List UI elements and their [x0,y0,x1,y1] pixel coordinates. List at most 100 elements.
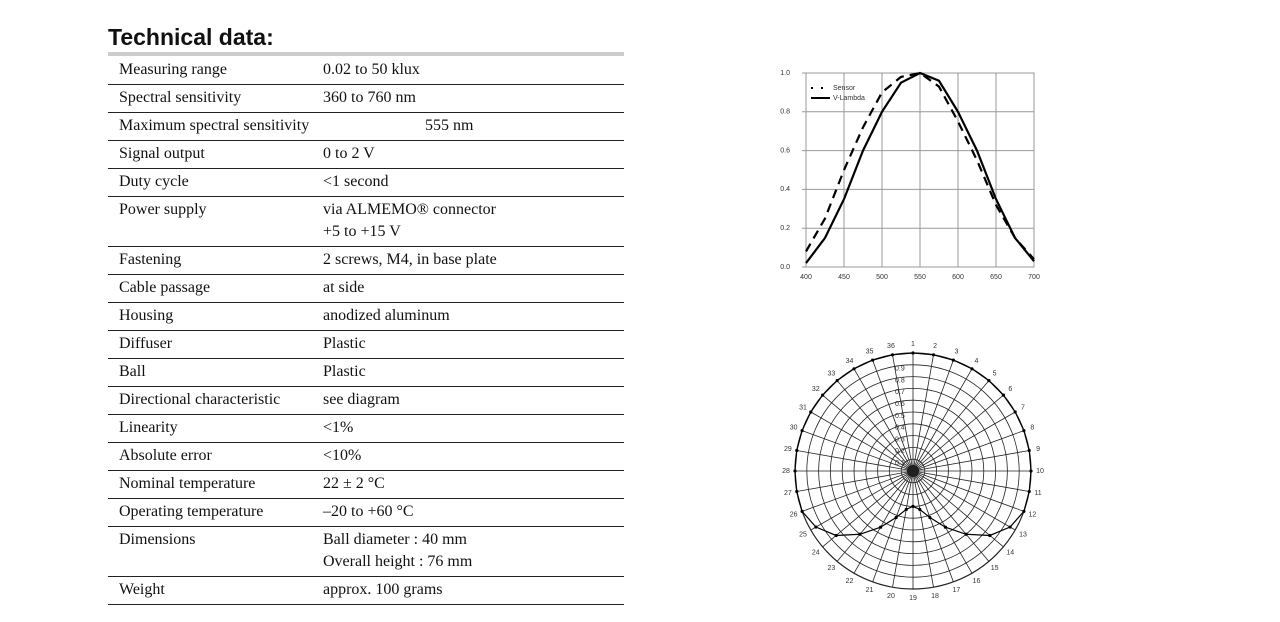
direction-label: 13 [1019,531,1027,538]
data-point [1022,509,1026,513]
data-point [871,358,875,362]
legend-label: Sensor [833,85,856,92]
data-point [1027,489,1031,494]
direction-label: 33 [827,371,835,378]
y-tick-label: 1.0 [780,70,790,77]
value-line: Overall height : 76 mm [323,553,473,570]
spec-table: Measuring range 0.02 to 50 klux Spectral s… [108,57,624,605]
row-label: Signal output [119,145,205,162]
value-line: 0 to 2 V [323,145,375,162]
spoke [912,470,1016,531]
row-value: see diagram [323,389,624,411]
row-label: Directional characteristic [119,391,281,408]
value-line: anodized aluminum [323,307,450,324]
row-value: 360 to 760 nm [323,87,624,109]
direction-label: 3 [954,349,958,356]
direction-label: 2 [933,343,937,350]
spoke [912,359,954,472]
spoke [912,411,1016,472]
row-value: 555 nm [425,115,624,137]
data-point [1001,393,1005,397]
row-value: <10% [323,445,624,467]
spoke [912,470,1025,512]
y-tick-label: 0.2 [780,225,790,232]
row-label: Dimensions [119,531,196,548]
table-row: Duty cycle <1 second [108,169,624,197]
value-line: see diagram [323,391,400,408]
row-label: Measuring range [119,61,227,78]
direction-label: 25 [799,531,807,538]
table-row: Dimensions Ball diameter : 40 mm Overall h… [108,527,624,577]
r-tick-label: 0.5 [895,413,905,420]
spoke [912,470,1030,492]
spoke [872,470,914,583]
x-tick-label: 600 [952,274,964,281]
r-tick-label: 0.8 [895,377,905,384]
direction-label: 29 [784,446,792,453]
spoke [912,470,934,588]
spoke [836,380,914,472]
data-point [852,367,856,371]
row-label: Operating temperature [119,503,264,520]
row-label: Weight [119,581,165,598]
spoke [810,470,914,531]
data-point [970,367,974,371]
direction-label: 36 [887,343,895,350]
data-point [943,525,948,529]
table-row: Power supply via ALMEMO® connector +5 to +… [108,197,624,247]
direction-label: 1 [911,341,915,348]
direction-label: 21 [866,587,874,594]
spoke [912,368,973,472]
data-point [931,353,936,357]
x-tick-label: 500 [876,274,888,281]
row-label: Diffuser [119,335,173,352]
y-tick-label: 0.8 [780,109,790,116]
direction-label: 8 [1030,424,1034,431]
row-value: <1 second [323,171,624,193]
r-tick-label: 0.3 [895,436,905,443]
direction-label: 6 [1008,386,1012,393]
spoke [912,354,934,472]
data-point [878,525,883,529]
spoke [853,368,914,472]
row-label: Nominal temperature [119,475,256,492]
row-label: Spectral sensitivity [119,89,242,106]
row-value: via ALMEMO® connector +5 to +15 V [323,199,624,243]
spoke [853,470,914,574]
y-tick-label: 0.4 [780,186,790,193]
spoke [912,430,1025,472]
value-line: via ALMEMO® connector [323,201,497,218]
data-point [835,379,839,383]
value-line: –20 to +60 °C [323,503,414,520]
direction-label: 16 [973,578,981,585]
data-point [834,533,838,538]
direction-label: 19 [909,595,917,602]
data-point [988,533,992,538]
row-value: at side [323,277,624,299]
direction-label: 22 [846,578,854,585]
data-point [911,504,915,508]
data-point [809,410,813,414]
r-tick-label: 0.2 [895,448,905,455]
row-value: 0.02 to 50 klux [323,59,624,81]
x-tick-label: 650 [990,274,1002,281]
legend-label: V-Lambda [833,95,865,102]
spoke [892,470,914,588]
row-label: Ball [119,363,146,380]
direction-label: 7 [1021,404,1025,411]
r-tick-label: 0.4 [895,425,905,432]
data-point [1013,410,1017,414]
data-point [918,507,922,511]
spoke [912,470,973,574]
direction-label: 30 [790,424,798,431]
y-tick-label: 0.0 [780,264,790,271]
direction-label: 32 [812,386,820,393]
row-value: <1% [323,417,624,439]
spoke [912,450,1030,472]
table-row: Ball Plastic [108,359,624,387]
table-row: Diffuser Plastic [108,331,624,359]
row-value: 0 to 2 V [323,143,624,165]
spoke [872,359,914,472]
